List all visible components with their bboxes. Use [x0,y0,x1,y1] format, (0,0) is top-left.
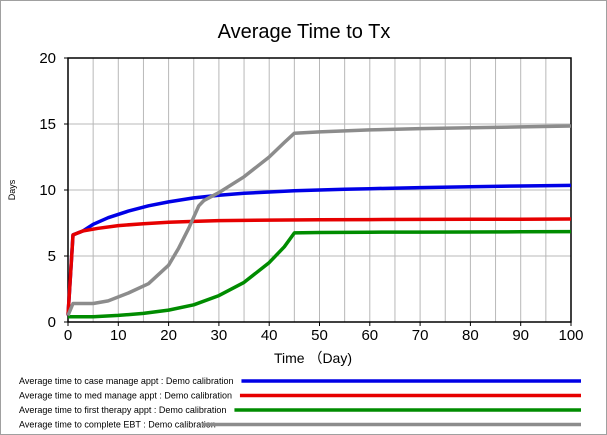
x-tick-label: 40 [261,327,278,344]
x-tick-label: 10 [110,327,127,344]
x-tick-label: 60 [361,327,378,344]
series-line-2 [66,217,572,316]
x-axis-label: Time （Day) [274,350,352,366]
legend-label: Average time to complete EBT : Demo cali… [19,420,216,430]
x-tick-label: 70 [412,327,429,344]
y-tick-label: 20 [39,50,56,67]
series-line-4 [66,124,572,317]
y-tick-label: 5 [48,248,56,265]
legend-label: Average time to first therapy appt : Dem… [19,405,226,415]
x-tick-label: 0 [64,327,72,344]
legend-label: Average time to med manage appt : Demo c… [19,391,232,401]
series-lines [66,124,572,319]
x-tick-label: 90 [512,327,529,344]
x-tick-label: 100 [558,327,583,344]
chart-title: Average Time to Tx [218,21,391,43]
series-line-3 [68,229,572,319]
axis-ticks: 0 10 20 30 40 50 60 70 80 90 100 0 5 10 15 20 [39,50,583,344]
y-tick-label: 15 [39,116,56,133]
y-axis-label: Days [7,179,17,200]
series-line-1 [66,183,572,316]
y-tick-label: 10 [39,182,56,199]
x-tick-label: 50 [311,327,328,344]
y-tick-label: 0 [48,314,56,331]
x-tick-label: 30 [211,327,228,344]
x-tick-label: 80 [462,327,479,344]
x-tick-label: 20 [160,327,177,344]
grid [68,58,571,322]
legend: Average time to case manage appt : Demo … [19,376,581,430]
legend-label: Average time to case manage appt : Demo … [19,376,233,386]
